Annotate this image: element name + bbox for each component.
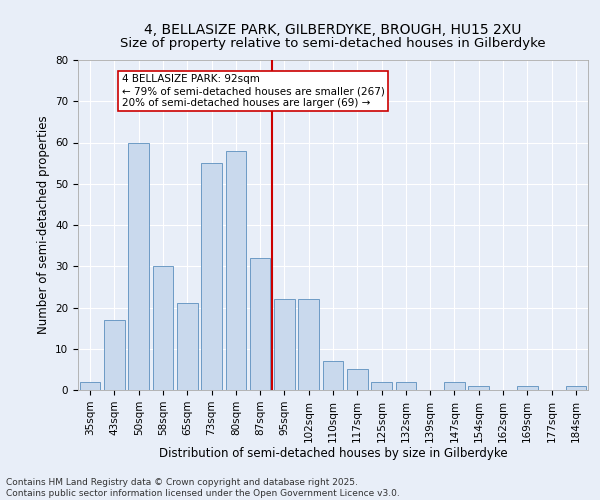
Bar <box>444 382 465 390</box>
Bar <box>104 320 125 390</box>
Bar <box>323 361 343 390</box>
Y-axis label: Number of semi-detached properties: Number of semi-detached properties <box>37 116 50 334</box>
Bar <box>274 299 295 390</box>
Bar <box>371 382 392 390</box>
Bar <box>566 386 586 390</box>
Bar <box>347 370 368 390</box>
Bar <box>250 258 271 390</box>
Bar <box>152 266 173 390</box>
Bar <box>517 386 538 390</box>
Text: Size of property relative to semi-detached houses in Gilberdyke: Size of property relative to semi-detach… <box>120 38 546 51</box>
Bar <box>201 163 222 390</box>
Bar <box>226 151 246 390</box>
Bar <box>395 382 416 390</box>
Bar <box>469 386 489 390</box>
Text: Contains HM Land Registry data © Crown copyright and database right 2025.
Contai: Contains HM Land Registry data © Crown c… <box>6 478 400 498</box>
X-axis label: Distribution of semi-detached houses by size in Gilberdyke: Distribution of semi-detached houses by … <box>158 448 508 460</box>
Text: 4, BELLASIZE PARK, GILBERDYKE, BROUGH, HU15 2XU: 4, BELLASIZE PARK, GILBERDYKE, BROUGH, H… <box>145 22 521 36</box>
Bar <box>80 382 100 390</box>
Bar <box>298 299 319 390</box>
Bar <box>128 142 149 390</box>
Bar <box>177 304 197 390</box>
Text: 4 BELLASIZE PARK: 92sqm
← 79% of semi-detached houses are smaller (267)
20% of s: 4 BELLASIZE PARK: 92sqm ← 79% of semi-de… <box>122 74 385 108</box>
